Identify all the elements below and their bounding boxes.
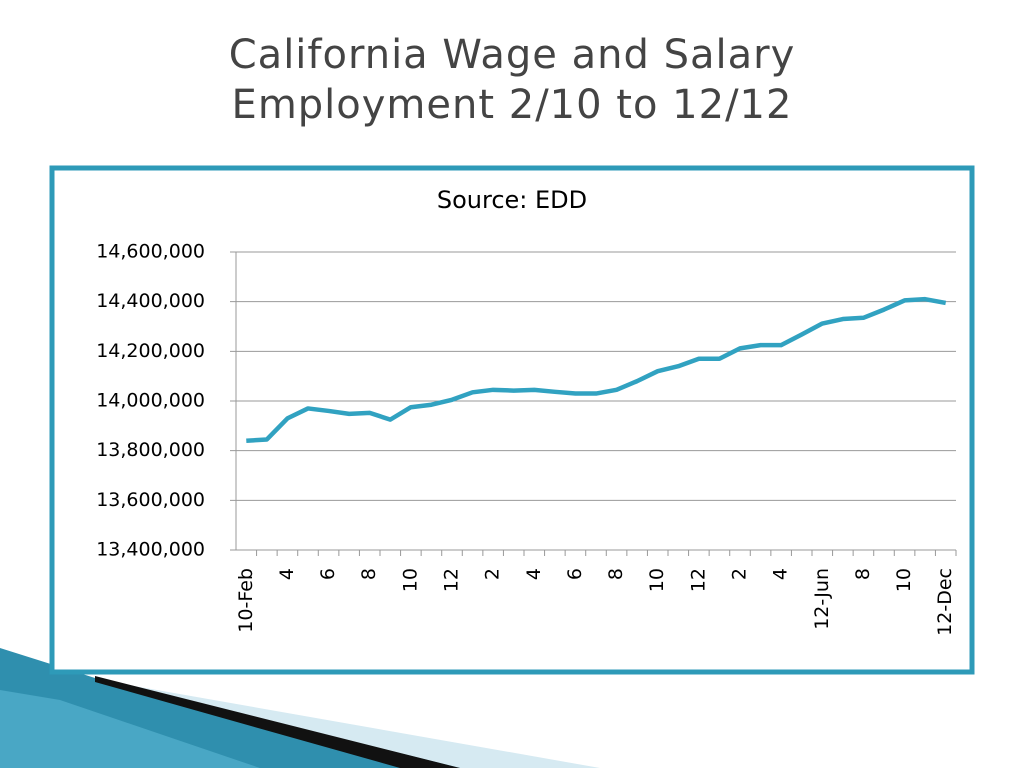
x-tick-label: 10-Feb [235, 568, 257, 633]
chart-subtitle: Source: EDD [437, 186, 587, 214]
data-line [246, 296, 947, 443]
x-tick-label: 12-Jun [811, 568, 833, 630]
wedge-black [95, 676, 460, 768]
x-tick-label: 2 [482, 568, 504, 580]
x-tick-label: 2 [729, 568, 751, 580]
x-tick-label: 12 [687, 568, 709, 592]
x-tick-label: 4 [523, 568, 545, 580]
x-tick-label: 4 [770, 568, 792, 580]
x-tick-label: 12-Dec [934, 568, 956, 636]
x-tick-label: 4 [276, 568, 298, 580]
y-tick-label: 14,200,000 [96, 340, 205, 362]
x-tick-label: 10 [399, 568, 421, 592]
x-tick-label: 12 [441, 568, 463, 592]
y-tick-label: 13,400,000 [96, 539, 205, 561]
x-tick-label: 6 [317, 568, 339, 580]
wedge-light [100, 680, 600, 768]
x-tick-label: 8 [852, 568, 874, 580]
x-tick-label: 10 [646, 568, 668, 592]
x-tick-label: 8 [605, 568, 627, 580]
y-tick-label: 14,600,000 [96, 241, 205, 263]
slide-title: California Wage and Salary Employment 2/… [228, 32, 796, 128]
wedge-highlight [0, 690, 260, 768]
x-tick-label: 8 [358, 568, 380, 580]
x-tick-label: 10 [893, 568, 915, 592]
y-tick-label: 13,800,000 [96, 439, 205, 461]
x-tick-label: 6 [564, 568, 586, 580]
y-tick-label: 14,400,000 [96, 290, 205, 312]
y-tick-label: 14,000,000 [96, 390, 205, 412]
y-tick-label: 13,600,000 [96, 489, 205, 511]
